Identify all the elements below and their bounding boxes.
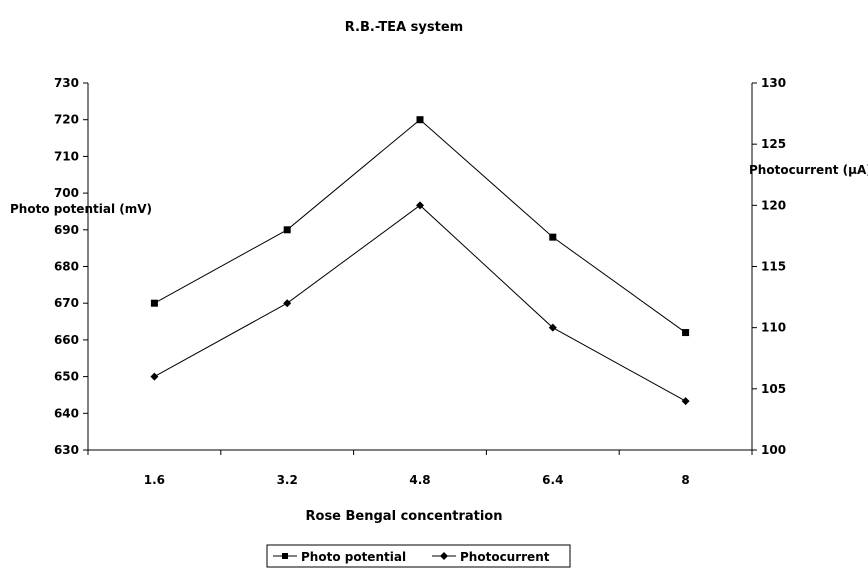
left-axis-label: Photo potential (mV) xyxy=(10,202,152,216)
left-tick-label: 650 xyxy=(54,370,79,384)
data-point-photocurrent xyxy=(416,201,424,210)
data-point-photo-potential xyxy=(682,329,690,337)
data-point-photocurrent xyxy=(681,397,690,406)
legend-diamond-marker-icon xyxy=(440,552,448,560)
right-tick-label: 100 xyxy=(761,443,786,457)
right-axis-ticks: 100 105 110 115 120 125 130 xyxy=(752,76,786,457)
data-point-photocurrent xyxy=(548,323,557,332)
data-point-photo-potential xyxy=(283,226,291,234)
right-tick-label: 125 xyxy=(761,137,786,151)
left-tick-label: 670 xyxy=(54,296,79,310)
data-point-photocurrent xyxy=(150,372,159,381)
x-axis-label: Rose Bengal concentration xyxy=(306,509,503,524)
left-tick-label: 690 xyxy=(54,223,79,237)
x-tick-label: 6.4 xyxy=(542,473,563,487)
x-axis-ticks: 1.6 3.2 4.8 6.4 8 xyxy=(87,450,753,487)
right-tick-label: 130 xyxy=(761,76,786,90)
right-tick-label: 105 xyxy=(761,382,786,396)
data-point-photo-potential xyxy=(416,116,424,124)
legend-item-photo-potential: Photo potential xyxy=(273,550,406,564)
left-tick-label: 700 xyxy=(54,186,79,200)
legend-label-photo-potential: Photo potential xyxy=(301,550,406,564)
left-tick-label: 720 xyxy=(54,113,79,127)
legend-label-photocurrent: Photocurrent xyxy=(460,550,550,564)
x-tick-label: 3.2 xyxy=(277,473,298,487)
left-tick-label: 640 xyxy=(54,406,79,420)
right-axis-label: Photocurrent (µA) xyxy=(749,163,868,177)
left-tick-label: 730 xyxy=(54,76,79,90)
right-tick-label: 115 xyxy=(761,260,786,274)
series-line-photo-potential xyxy=(154,119,686,333)
data-point-photocurrent xyxy=(283,299,292,308)
plot-area: 630 640 650 660 670 680 690 700 710 720 730 100 105… xyxy=(54,76,786,487)
left-axis-ticks: 630 640 650 660 670 680 690 700 710 720 730 xyxy=(54,76,88,457)
legend-item-photocurrent: Photocurrent xyxy=(432,550,550,564)
left-tick-label: 630 xyxy=(54,443,79,457)
data-point-photo-potential xyxy=(549,233,557,241)
left-tick-label: 660 xyxy=(54,333,79,347)
legend: Photo potential Photocurrent xyxy=(266,544,571,568)
left-tick-label: 710 xyxy=(54,149,79,163)
legend-square-marker-icon xyxy=(282,553,288,559)
x-tick-label: 1.6 xyxy=(144,473,165,487)
legend-box xyxy=(266,544,571,568)
x-tick-label: 4.8 xyxy=(409,473,430,487)
series-line-photocurrent xyxy=(154,204,686,402)
data-point-photo-potential xyxy=(150,299,158,307)
series-layer xyxy=(150,116,690,406)
chart-title: R.B.-TEA system xyxy=(345,20,463,35)
right-tick-label: 120 xyxy=(761,198,786,212)
right-tick-label: 110 xyxy=(761,321,786,335)
left-tick-label: 680 xyxy=(54,260,79,274)
x-tick-label: 8 xyxy=(681,473,689,487)
